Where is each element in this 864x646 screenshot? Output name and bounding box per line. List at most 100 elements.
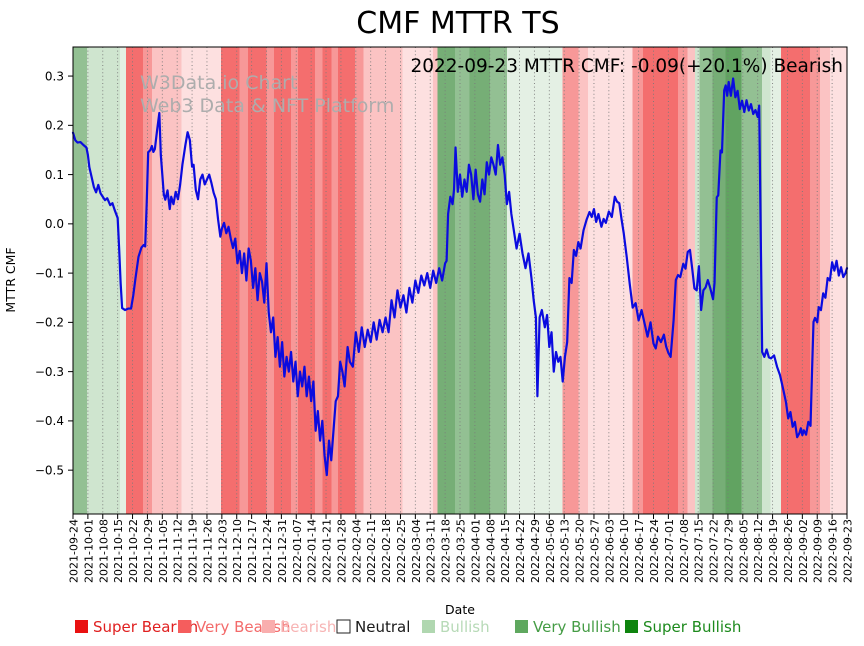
legend-swatch bbox=[336, 619, 351, 634]
x-tick-label: 2021-10-15 bbox=[112, 519, 125, 583]
y-tick-label: −0.4 bbox=[35, 414, 64, 428]
axes-layer: 0.3 0.2 0.1 0.0 −0.1 −0.2 −0.3 −0.4 −0.5 2021-09-… bbox=[35, 46, 855, 583]
sentiment-band bbox=[297, 47, 315, 514]
legend-label: Bullish bbox=[440, 618, 490, 636]
legend-item: Very Bullish bbox=[515, 618, 621, 636]
x-tick-label: 2022-03-18 bbox=[440, 519, 453, 583]
x-tick-label: 2021-12-31 bbox=[276, 519, 289, 583]
x-tick-label: 2022-02-25 bbox=[395, 519, 408, 583]
sentiment-band bbox=[725, 47, 742, 514]
y-tick-label: 0.2 bbox=[45, 119, 64, 133]
x-tick-label: 2022-06-17 bbox=[633, 519, 646, 583]
legend-swatch bbox=[625, 620, 638, 633]
x-tick-label: 2022-04-29 bbox=[529, 519, 542, 583]
watermark-line2: Web3 Data & NFT Platform bbox=[140, 95, 394, 117]
x-tick-label: 2022-05-06 bbox=[544, 519, 557, 583]
series-line-layer bbox=[71, 77, 849, 477]
y-tick-label: 0.3 bbox=[45, 69, 64, 83]
legend-item: Super Bearish bbox=[75, 618, 198, 636]
chart-title: CMF MTTR TS bbox=[356, 6, 559, 41]
y-tick-label: −0.2 bbox=[35, 316, 64, 330]
sentiment-band bbox=[469, 47, 490, 514]
x-tick-label: 2022-04-08 bbox=[484, 519, 497, 583]
legend-item: Bearish bbox=[262, 618, 336, 636]
sentiment-band bbox=[770, 47, 781, 514]
x-tick-label: 2021-10-01 bbox=[82, 519, 95, 583]
x-tick-label: 2021-09-24 bbox=[68, 519, 81, 583]
legend-label: Bearish bbox=[280, 618, 336, 636]
x-tick-label: 2022-02-04 bbox=[350, 519, 363, 583]
x-tick-label: 2022-01-21 bbox=[321, 519, 334, 583]
x-tick-label: 2021-12-24 bbox=[261, 519, 274, 583]
x-tick-label: 2022-04-01 bbox=[469, 519, 482, 583]
sentiment-band bbox=[687, 47, 696, 514]
x-tick-label: 2022-07-15 bbox=[693, 519, 706, 583]
x-tick-label: 2021-12-10 bbox=[231, 519, 244, 583]
x-tick-label: 2021-11-05 bbox=[157, 519, 170, 583]
x-tick-label: 2022-04-15 bbox=[499, 519, 512, 583]
sentiment-band bbox=[762, 47, 771, 514]
legend-item: Neutral bbox=[336, 618, 410, 636]
sentiment-band bbox=[741, 47, 763, 514]
x-tick-label: 2022-08-26 bbox=[782, 519, 795, 583]
sentiment-band bbox=[337, 47, 356, 514]
x-tick-label: 2021-12-03 bbox=[216, 519, 229, 583]
x-tick-label: 2022-09-16 bbox=[827, 519, 840, 583]
legend-label: Super Bullish bbox=[643, 618, 741, 636]
sentiment-band bbox=[820, 47, 830, 514]
x-tick-label: 2021-10-22 bbox=[127, 519, 140, 583]
x-tick-label: 2022-07-01 bbox=[663, 519, 676, 583]
y-axis-label: MTTR CMF bbox=[3, 247, 18, 312]
sentiment-band bbox=[142, 47, 152, 514]
sentiment-band bbox=[181, 47, 222, 514]
x-tick-label: 2022-03-04 bbox=[410, 519, 423, 583]
sentiment-band bbox=[712, 47, 726, 514]
x-tick-label: 2022-09-09 bbox=[812, 519, 825, 583]
y-tick-label: −0.5 bbox=[35, 463, 64, 477]
legend-swatch bbox=[422, 620, 435, 633]
x-tick-label: 2022-02-18 bbox=[380, 519, 393, 583]
legend-swatch bbox=[75, 620, 88, 633]
x-tick-label: 2022-09-23 bbox=[842, 519, 855, 583]
x-tick-label: 2021-10-29 bbox=[142, 519, 155, 583]
sentiment-band bbox=[809, 47, 821, 514]
watermark-line1: W3Data.io Chart bbox=[140, 72, 297, 94]
sentiment-band bbox=[355, 47, 364, 514]
sentiment-band bbox=[87, 47, 120, 514]
sentiment-band bbox=[314, 47, 323, 514]
sentiment-band bbox=[780, 47, 810, 514]
x-tick-label: 2022-09-02 bbox=[797, 519, 810, 583]
legend-swatch bbox=[262, 620, 275, 633]
x-tick-label: 2022-05-27 bbox=[588, 519, 601, 583]
legend-label: Neutral bbox=[355, 618, 410, 636]
x-tick-label: 2022-01-14 bbox=[306, 519, 319, 583]
y-tick-label: −0.1 bbox=[35, 266, 64, 280]
y-tick-label: −0.3 bbox=[35, 365, 64, 379]
x-tick-label: 2022-01-07 bbox=[291, 519, 304, 583]
sentiment-band bbox=[678, 47, 688, 514]
sentiment-band bbox=[291, 47, 298, 514]
x-tick-label: 2021-11-19 bbox=[187, 519, 200, 583]
y-tick-label: 0.0 bbox=[45, 217, 64, 231]
x-tick-label: 2022-03-25 bbox=[455, 519, 468, 583]
sentiment-band bbox=[331, 47, 338, 514]
sentiment-band bbox=[829, 47, 847, 514]
sentiment-band bbox=[363, 47, 403, 514]
x-tick-label: 2022-08-12 bbox=[752, 519, 765, 583]
sentiment-band bbox=[266, 47, 274, 514]
x-tick-label: 2021-10-08 bbox=[97, 519, 110, 583]
legend-item: Super Bullish bbox=[625, 618, 741, 636]
x-tick-label: 2022-04-22 bbox=[514, 519, 527, 583]
annotation-latest-value: 2022-09-23 MTTR CMF: -0.09(+20.1%) Beari… bbox=[410, 56, 843, 77]
sentiment-band bbox=[437, 47, 455, 514]
x-tick-label: 2022-08-19 bbox=[767, 519, 780, 583]
legend-swatch bbox=[515, 620, 528, 633]
x-tick-label: 2021-11-26 bbox=[201, 519, 214, 583]
legend-label: Super Bearish bbox=[93, 618, 198, 636]
x-tick-label: 2022-05-13 bbox=[559, 519, 572, 583]
x-tick-label: 2022-01-28 bbox=[335, 519, 348, 583]
sentiment-band bbox=[239, 47, 248, 514]
